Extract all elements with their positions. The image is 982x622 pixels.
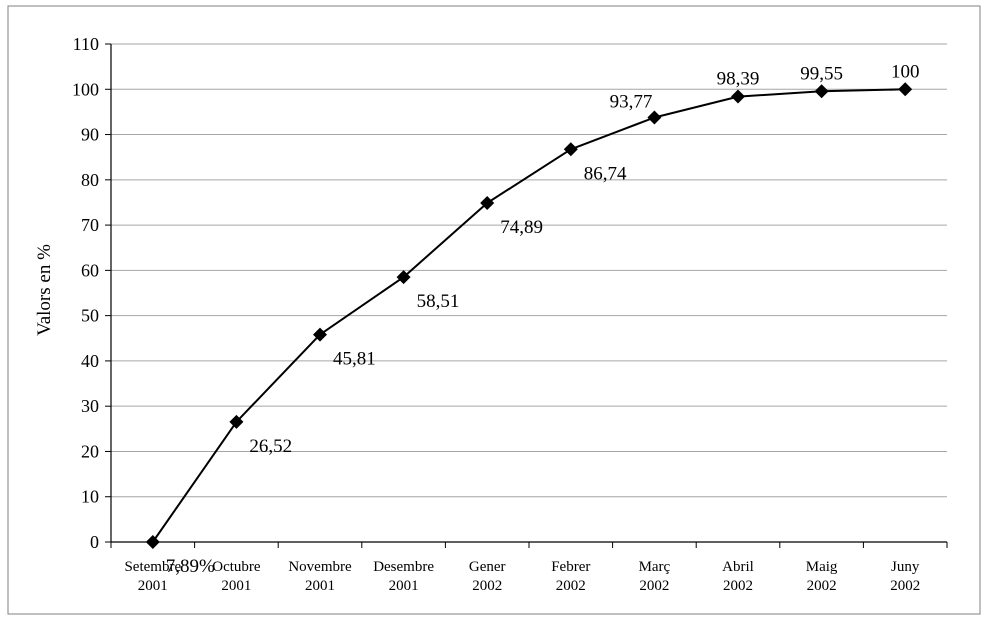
x-tick-label: Gener 2002 <box>469 559 506 594</box>
x-tick-label-line: 2002 <box>723 578 753 594</box>
x-tick-label-line: 2001 <box>221 578 251 594</box>
y-tick-label: 60 <box>81 260 99 280</box>
y-tick-label: 10 <box>81 487 99 507</box>
x-tick-label: Maig 2002 <box>806 559 838 594</box>
y-tick-label: 0 <box>90 532 99 552</box>
y-axis-label: Valors en % <box>34 244 55 336</box>
x-tick-label-line: 2001 <box>138 578 168 594</box>
data-point-marker <box>731 89 745 104</box>
data-point-marker <box>647 110 662 125</box>
x-tick-label-line: 2002 <box>807 578 837 594</box>
data-label: 86,74 <box>584 163 627 184</box>
y-tick-label: 80 <box>81 170 99 190</box>
y-tick-label: 70 <box>81 215 99 235</box>
y-tick-label: 90 <box>81 125 99 145</box>
data-label: 58,51 <box>417 291 460 312</box>
data-label: 45,81 <box>333 349 376 370</box>
x-tick-label-line: Maig <box>806 559 838 575</box>
data-label: 26,52 <box>249 436 292 457</box>
x-tick-label: Juny 2002 <box>890 559 920 594</box>
x-tick-label-line: Octubre <box>212 559 261 575</box>
data-label: 93,77 <box>610 91 653 112</box>
data-label: 7,89% <box>166 556 215 577</box>
x-tick-label-line: Gener <box>469 559 506 575</box>
x-tick-label: Desembre 2001 <box>373 559 434 594</box>
y-tick-label: 50 <box>81 306 99 326</box>
y-tick-label: 30 <box>81 396 99 416</box>
x-tick-label-line: 2001 <box>305 578 335 594</box>
y-tick-label: 100 <box>72 79 99 99</box>
x-tick-label-line: 2002 <box>472 578 502 594</box>
data-label: 74,89 <box>500 217 543 238</box>
x-tick-label: Febrer 2002 <box>551 559 590 594</box>
x-tick-label-line: Setembre <box>124 559 181 575</box>
x-tick-label-line: Març <box>639 559 671 575</box>
series-line <box>151 88 906 543</box>
x-tick-label-line: 2001 <box>389 578 419 594</box>
x-tick-label-line: Novembre <box>288 559 352 575</box>
data-point-marker <box>229 414 244 429</box>
data-labels: 7,89% 26,52 45,81 58,51 74,89 86,74 93,77 98,39… <box>166 61 920 577</box>
y-tick-label: 40 <box>81 351 99 371</box>
data-point-marker <box>480 195 495 210</box>
data-point-marker <box>898 82 913 97</box>
chart-border <box>7 5 981 615</box>
series-polyline <box>151 88 906 543</box>
x-tick-label-line: Febrer <box>551 559 590 575</box>
data-point-marker <box>313 327 327 342</box>
x-tick-label-line: Desembre <box>373 559 434 575</box>
x-tick-label: Setembre 2001 <box>124 559 181 594</box>
x-tick-label-line: 2002 <box>639 578 669 594</box>
x-tick-label-line: Juny <box>891 559 920 575</box>
data-point-marker <box>145 535 160 549</box>
data-markers <box>145 82 913 549</box>
data-label: 98,39 <box>717 69 760 90</box>
x-tick-label: Març 2002 <box>639 559 671 594</box>
x-tick-label: Novembre 2001 <box>288 559 352 594</box>
y-tick-labels: 0 10 20 30 40 50 60 70 80 90 100 110 <box>72 34 99 552</box>
x-tick-label-line: 2002 <box>890 578 920 594</box>
data-point-marker <box>563 142 578 157</box>
axes <box>105 43 948 548</box>
data-label: 100 <box>891 61 920 82</box>
x-tick-label: Octubre 2001 <box>212 559 261 594</box>
x-tick-label-line: Abril <box>722 559 754 575</box>
x-tick-label: Abril 2002 <box>722 559 754 594</box>
x-tick-label-line: 2002 <box>556 578 586 594</box>
y-tick-label: 20 <box>81 441 99 461</box>
y-tick-label: 110 <box>73 34 99 54</box>
data-label: 99,55 <box>800 63 843 84</box>
data-point-marker <box>814 84 829 99</box>
data-point-marker <box>396 270 411 285</box>
